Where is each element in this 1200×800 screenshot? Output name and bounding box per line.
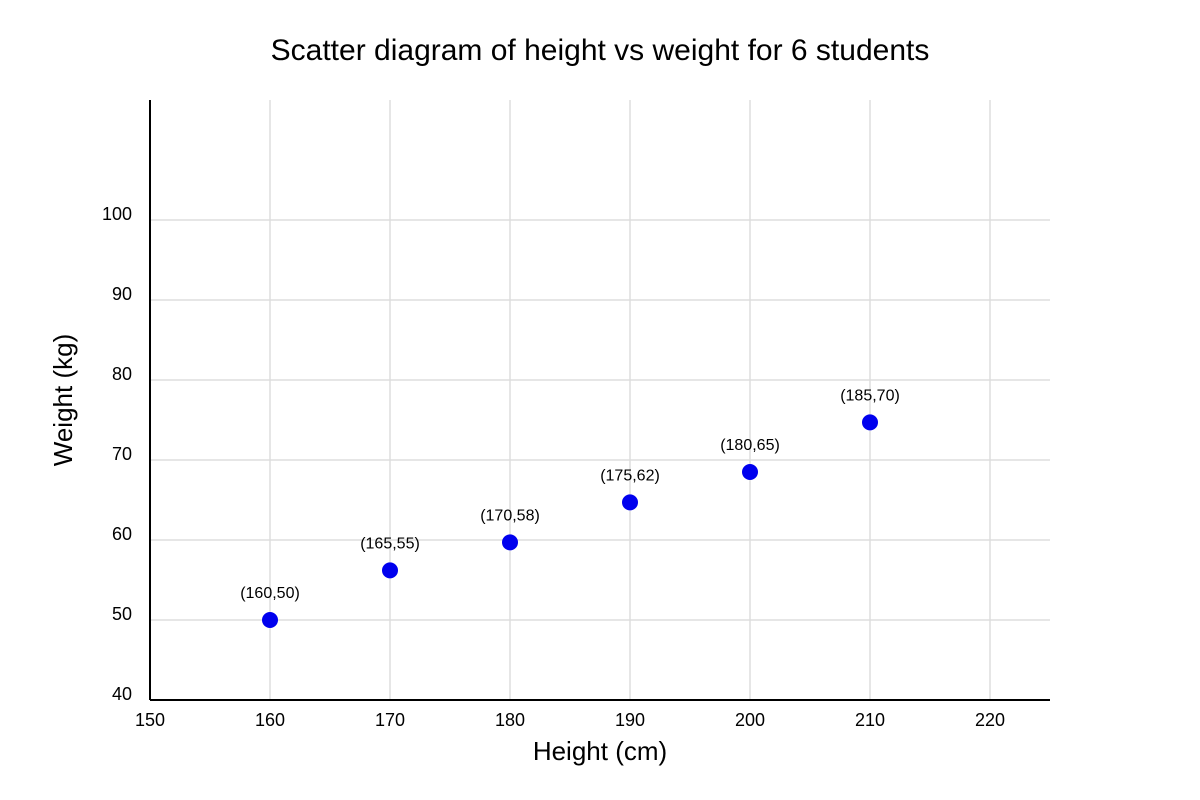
data-label: (170,58) [480, 507, 540, 524]
data-label: (185,70) [840, 387, 900, 404]
data-labels: (160,50) (165,55) (170,58) (175,62) (180,65)… [240, 387, 900, 602]
data-label: (175,62) [600, 467, 660, 484]
data-point [262, 612, 278, 628]
x-tick-label: 180 [495, 710, 525, 730]
data-points [262, 414, 878, 628]
x-axis-title: Height (cm) [533, 736, 667, 766]
data-point [382, 562, 398, 579]
data-label: (160,50) [240, 585, 300, 602]
chart-title: Scatter diagram of height vs weight for … [271, 34, 930, 67]
data-point [862, 414, 878, 431]
y-tick-label: 90 [112, 284, 132, 304]
data-point [622, 494, 638, 511]
y-tick-label: 70 [112, 444, 132, 464]
x-tick-label: 220 [975, 710, 1005, 730]
x-tick-label: 160 [255, 710, 285, 730]
x-tick-label: 170 [375, 710, 405, 730]
x-tick-label: 190 [615, 710, 645, 730]
y-tick-label: 40 [112, 684, 132, 704]
y-tick-label: 50 [112, 604, 132, 624]
data-point [742, 464, 758, 480]
data-point [502, 534, 518, 551]
data-label: (180,65) [720, 437, 780, 454]
axes [149, 100, 1050, 701]
y-axis-title: Weight (kg) [48, 334, 78, 466]
grid [150, 100, 1050, 700]
y-tick-label: 100 [102, 204, 132, 224]
y-tick-label: 60 [112, 524, 132, 544]
data-label: (165,55) [360, 535, 420, 552]
x-tick-label: 150 [135, 710, 165, 730]
y-tick-label: 80 [112, 364, 132, 384]
x-tick-label: 210 [855, 710, 885, 730]
x-tick-label: 200 [735, 710, 765, 730]
tick-labels: 150 160 170 180 190 200 210 220 40 50 60 70 80 90 100 [102, 204, 1005, 730]
